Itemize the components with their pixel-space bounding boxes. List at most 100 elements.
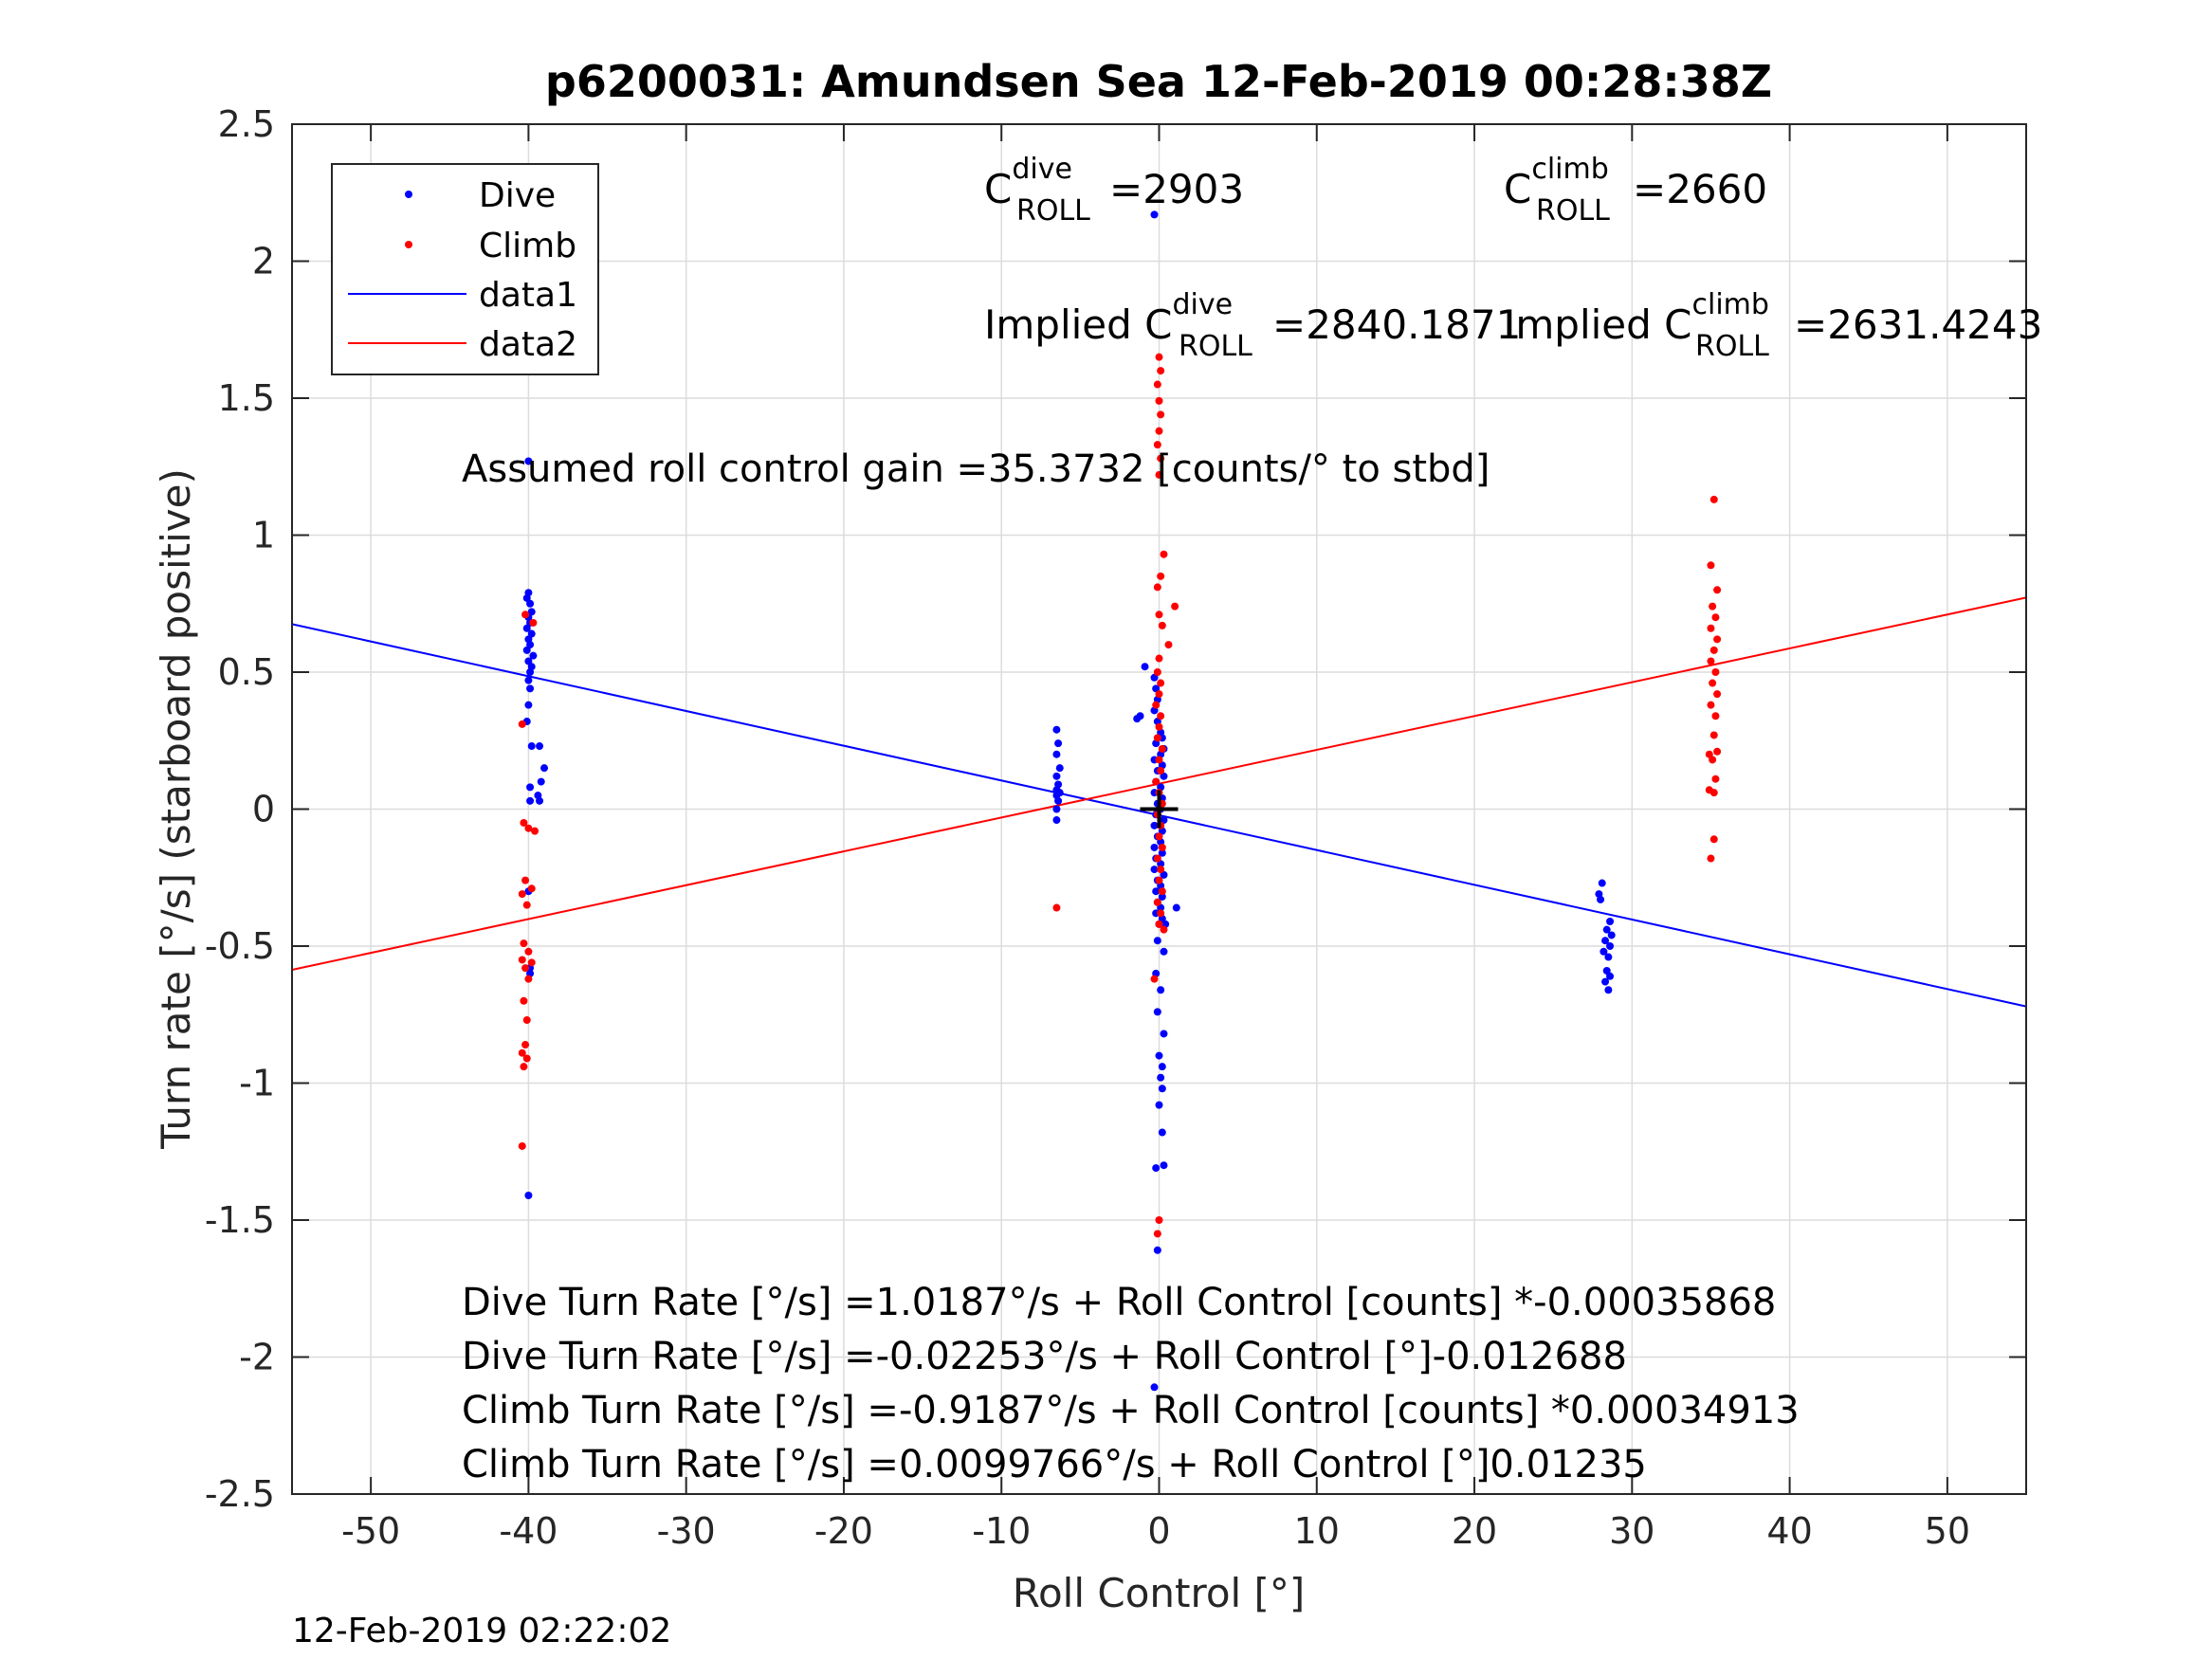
point-dive [1150, 1383, 1159, 1392]
point-dive [1054, 796, 1063, 805]
x-tick-label: 40 [1766, 1510, 1812, 1552]
point-dive [1172, 903, 1180, 912]
point-climb [531, 827, 539, 835]
dive-equation-counts: Dive Turn Rate [°/s] =1.0187°/s + Roll C… [462, 1281, 1776, 1324]
point-climb [1711, 712, 1720, 720]
x-tick-label: -40 [499, 1510, 558, 1552]
point-climb [529, 618, 538, 627]
point-climb [524, 947, 533, 956]
point-dive [1157, 860, 1165, 868]
point-climb [1157, 410, 1165, 419]
point-dive [1604, 953, 1613, 961]
point-climb [1709, 756, 1717, 764]
point-dive [526, 668, 535, 676]
point-dive [1160, 870, 1168, 879]
point-climb [1152, 777, 1161, 786]
point-climb [1157, 909, 1165, 918]
legend-marker-dive [405, 191, 412, 198]
point-climb [1155, 396, 1163, 405]
implied-climb-annotation: Implied Cclimb ROLL =2631.4243 [1504, 288, 2042, 363]
point-dive [1157, 986, 1165, 994]
point-climb [1153, 441, 1161, 449]
point-climb [1157, 454, 1165, 463]
point-dive [1153, 1246, 1161, 1254]
point-climb [1153, 380, 1161, 389]
legend-label-climb: Climb [479, 227, 576, 265]
point-dive [1606, 917, 1615, 925]
point-dive [527, 629, 536, 638]
point-dive [1598, 879, 1606, 887]
point-climb [1164, 641, 1173, 649]
point-climb [520, 1063, 528, 1071]
point-climb [1153, 734, 1161, 742]
point-dive [1597, 895, 1605, 903]
point-dive [1152, 1164, 1161, 1173]
y-tick-label: -2.5 [205, 1473, 275, 1515]
y-tick-label: 0 [252, 789, 275, 830]
point-climb [1713, 690, 1722, 699]
point-dive [1601, 937, 1610, 945]
point-dive [524, 657, 533, 665]
point-dive [526, 684, 535, 693]
point-climb [1171, 602, 1179, 611]
point-dive [522, 593, 531, 602]
point-dive [1160, 816, 1168, 825]
legend-box [331, 163, 599, 375]
point-climb [1709, 602, 1717, 611]
point-dive [1157, 903, 1165, 912]
point-dive [1054, 739, 1063, 748]
point-dive [1150, 673, 1159, 682]
x-tick-label: 30 [1609, 1510, 1654, 1552]
origin-crosshair [1140, 790, 1179, 829]
point-dive [1157, 1073, 1165, 1082]
point-climb [1155, 690, 1163, 699]
y-tick-label: -0.5 [205, 925, 275, 967]
legend-label-data2: data2 [479, 325, 577, 364]
point-climb [1157, 866, 1165, 874]
point-dive [1153, 1008, 1161, 1016]
point-climb [522, 1016, 531, 1025]
point-dive [1055, 764, 1064, 773]
point-climb [1155, 722, 1163, 731]
point-climb [1709, 495, 1718, 503]
point-climb [1153, 854, 1161, 863]
point-climb [520, 939, 528, 948]
point-dive [529, 651, 538, 660]
point-climb [1707, 701, 1715, 709]
point-climb [1155, 611, 1163, 619]
point-dive [1160, 947, 1168, 956]
point-dive [1158, 1085, 1166, 1093]
y-tick-label: 0.5 [218, 651, 275, 693]
point-climb [527, 958, 536, 967]
point-dive [1601, 977, 1610, 986]
point-climb [527, 884, 536, 893]
point-dive [1052, 772, 1061, 780]
point-dive [1602, 967, 1611, 975]
point-climb [1155, 654, 1163, 663]
x-tick-label: 50 [1925, 1510, 1970, 1552]
point-climb [1153, 1230, 1161, 1238]
point-climb [1707, 854, 1715, 863]
point-climb [1157, 679, 1165, 687]
point-climb [1711, 775, 1720, 783]
point-dive [1155, 1101, 1163, 1109]
x-tick-label: 20 [1452, 1510, 1497, 1552]
point-dive [537, 777, 545, 786]
legend-label-dive: Dive [479, 176, 556, 215]
point-climb [1157, 367, 1165, 375]
point-climb [1713, 586, 1722, 594]
point-dive [1158, 892, 1166, 901]
point-dive [522, 624, 531, 632]
point-climb [522, 1054, 531, 1063]
point-climb [520, 996, 528, 1005]
point-climb [1707, 657, 1715, 665]
y-tick-label: 2.5 [218, 103, 275, 145]
point-climb [1157, 712, 1165, 720]
point-climb [1157, 767, 1165, 775]
point-climb [1158, 744, 1166, 753]
y-tick-label: 1 [252, 515, 275, 556]
y-axis-label: Turn rate [°/s] (starboard positive) [153, 468, 199, 1150]
point-climb [1153, 898, 1161, 906]
point-climb [1707, 624, 1715, 632]
point-climb [1153, 583, 1161, 592]
